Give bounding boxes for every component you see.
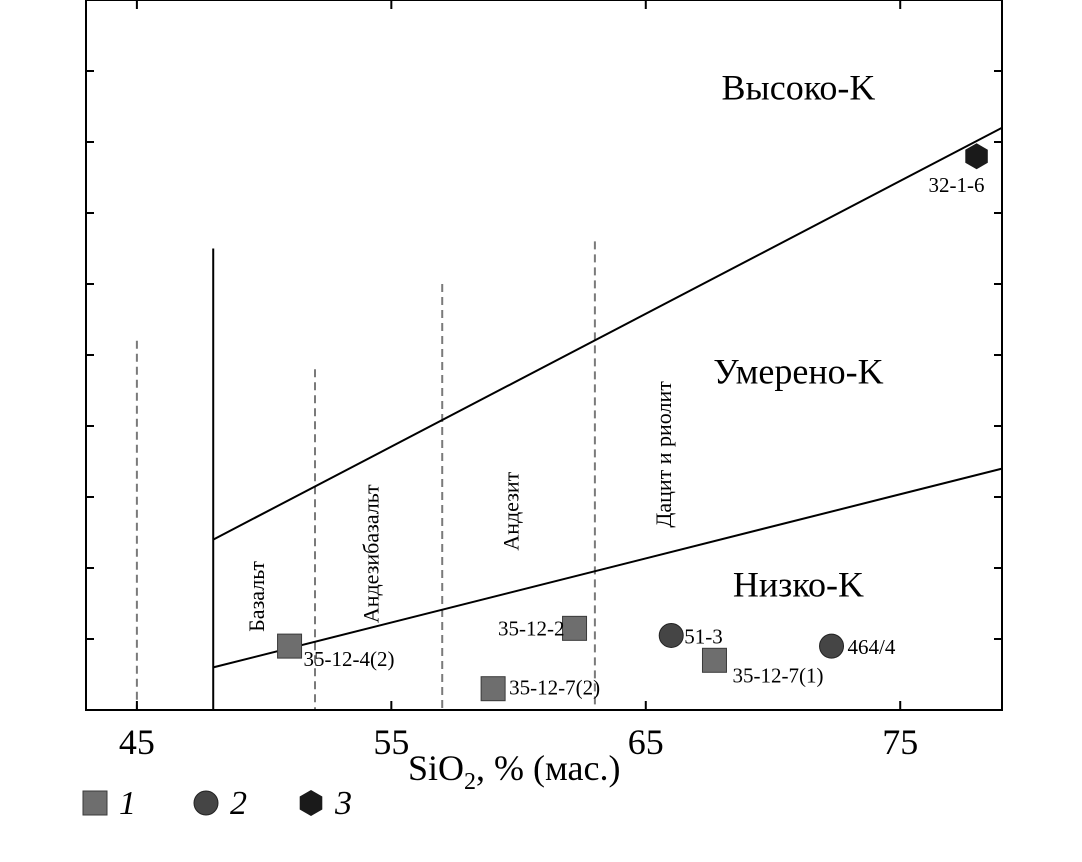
- rock-name-label: Дацит и риолит: [651, 381, 676, 528]
- field-boundaries: [135, 126, 1003, 710]
- data-point-marker: [658, 622, 684, 648]
- x-tick-label: 45: [119, 722, 155, 762]
- data-point-label: 464/4: [848, 635, 896, 659]
- legend-marker: [82, 790, 108, 816]
- field-labels: Высоко-K Умерено-K Низко-K Базальт Андезибаз…: [244, 67, 883, 631]
- rock-name-label: Андезибазальт: [359, 484, 384, 623]
- data-point-label: 51-3: [684, 624, 723, 648]
- data-point-marker: [480, 676, 506, 702]
- legend-label: 2: [230, 785, 247, 822]
- series-boundary-line: [212, 126, 1003, 541]
- x-tick-label: 75: [882, 722, 918, 762]
- rock-name-label: Базальт: [244, 561, 269, 632]
- data-point-label: 35-12-4(2): [304, 647, 395, 671]
- x-axis-title-subscript: 2: [464, 769, 476, 795]
- data-point-marker: [819, 633, 845, 659]
- svg-text:SiO2, % (мас.): SiO2, % (мас.): [408, 748, 621, 795]
- legend-marker: [193, 790, 219, 816]
- legend-marker: [299, 790, 323, 816]
- data-point-label: 35-12-2: [498, 616, 565, 640]
- data-point-marker: [562, 615, 588, 641]
- series-boundary-line: [212, 467, 1003, 669]
- field-label: Низко-K: [733, 564, 864, 604]
- data-point-label: 35-12-7(1): [732, 663, 823, 687]
- data-point-marker: [965, 143, 988, 170]
- x-tick-label: 65: [628, 722, 664, 762]
- x-axis-title: SiO2, % (мас.): [408, 748, 621, 795]
- x-axis-title-rest: , % (мас.): [476, 748, 620, 788]
- data-point-marker: [277, 633, 303, 659]
- data-point-label: 35-12-7(2): [509, 676, 600, 700]
- x-axis-title-main: SiO: [408, 748, 464, 788]
- rock-name-label: Андезит: [499, 471, 524, 550]
- field-label: Умерено-K: [713, 351, 883, 391]
- legend: 1 2 3: [82, 785, 352, 822]
- x-tick-label: 55: [373, 722, 409, 762]
- data-point-marker: [701, 647, 727, 673]
- field-label: Высоко-K: [722, 67, 876, 107]
- data-point-label: 32-1-6: [929, 173, 985, 197]
- data-points: 35-12-4(2) 35-12-7(2) 35-12-2 35-12-7(1) 51-…: [277, 143, 988, 702]
- legend-label: 3: [334, 785, 352, 822]
- legend-label: 1: [119, 785, 136, 822]
- axis-ticks: 45 55 65 75: [86, 0, 1002, 762]
